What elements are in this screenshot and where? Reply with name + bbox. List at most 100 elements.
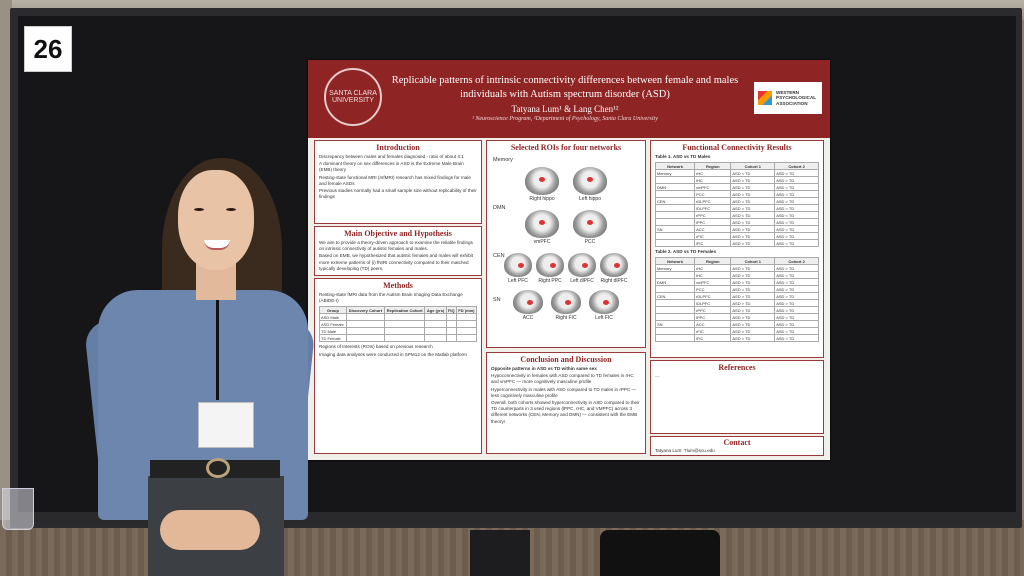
- references-text: —: [651, 374, 823, 380]
- table-cell: ACC: [694, 320, 732, 329]
- table-header: FD (mm): [455, 306, 478, 315]
- brain-image: [536, 253, 564, 277]
- table-header: Network: [654, 257, 696, 266]
- table-cell: PCC: [694, 190, 732, 199]
- table-header: Region: [694, 162, 732, 171]
- brain-image: [573, 167, 607, 195]
- table-cell: ASD > TD: [730, 204, 776, 213]
- brain-image: [525, 167, 559, 195]
- brain-row-memory: Right hippo Left hippo: [493, 167, 639, 202]
- table-cell: ASD > TD: [730, 176, 776, 185]
- roi-group-label: SN: [493, 297, 501, 303]
- table-cell: TD Female: [319, 334, 347, 343]
- table-header: Discovery Cohort: [345, 306, 385, 315]
- results-table-females: Network Region Cohort 1 Cohort 2 Memory rHC AS…: [654, 257, 819, 343]
- roi-group-label: Memory: [493, 157, 513, 163]
- table-header: Replication Cohort: [383, 306, 426, 315]
- roi-label: Left PFC: [508, 278, 528, 284]
- research-poster: SANTA CLARA UNIVERSITY Replicable patter…: [308, 60, 830, 460]
- methods-text: Resting-state fMRI data from the Autism …: [315, 292, 481, 304]
- brain-row-sn: ACC Right FIC Left FIC: [493, 290, 639, 321]
- table-cell: SN: [654, 225, 696, 234]
- brain-image: [568, 253, 596, 277]
- table-cell: ASD > TD: [730, 239, 776, 248]
- table-row: ASD Female: [319, 320, 478, 329]
- conclusion-line: Opposite patterns in ASD vs TD within sa…: [491, 366, 597, 371]
- brain-image: [600, 253, 628, 277]
- wpa-logo: WESTERN PSYCHOLOGICAL ASSOCIATION: [754, 82, 822, 114]
- table-cell: ASD > TD: [730, 278, 776, 287]
- board-rail: [10, 512, 1022, 524]
- table-cell: ASD > TD: [774, 313, 819, 322]
- poster-title: Replicable patterns of intrinsic connect…: [391, 75, 739, 100]
- roi-label: Right FIC: [555, 315, 577, 321]
- introduction-text: Discrepancy between males and females di…: [315, 154, 481, 200]
- table-cell: lFIC: [694, 239, 732, 248]
- university-seal-icon: SANTA CLARA UNIVERSITY: [324, 68, 382, 126]
- table-cell: [654, 190, 696, 199]
- table-cell: lFIC: [694, 334, 732, 343]
- brain-image: [573, 210, 607, 238]
- rois-section: Selected ROIs for four networks Memory D…: [486, 140, 646, 348]
- methods-heading: Methods: [383, 281, 413, 290]
- table-cell: rDLPFC: [694, 197, 732, 206]
- table-cell: ASD > TD: [774, 278, 819, 287]
- table-cell: [654, 334, 696, 343]
- table-cell: ASD > TD: [774, 320, 819, 329]
- table-cell: PCC: [694, 285, 732, 294]
- table-row: DMN vmPFC ASD = TD ASD > TD: [654, 183, 819, 192]
- table-cell: rPPC: [694, 306, 732, 315]
- table-cell: ASD > TD: [774, 271, 819, 280]
- table-cell: [654, 285, 696, 294]
- table-cell: ASD Female: [319, 320, 347, 329]
- results-heading: Functional Connectivity Results: [682, 143, 792, 152]
- table-row: lHC ASD > TD ASD > TD: [654, 176, 819, 185]
- table-row: lDLPFC ASD > TD ASD > TD: [654, 204, 819, 213]
- table-cell: [654, 306, 696, 315]
- table-cell: Memory: [654, 169, 696, 178]
- roi-group-label: CEN: [493, 253, 505, 259]
- table2-title: Table 2. ASD vs TD Females: [655, 249, 717, 255]
- table-row: lHC ASD > TD ASD > TD: [654, 271, 819, 280]
- table-cell: vmPFC: [694, 278, 732, 287]
- table-cell: ASD > TD: [730, 292, 776, 301]
- table-cell: SN: [654, 320, 696, 329]
- table-cell: ASD > TD: [774, 292, 819, 301]
- roi-label: Right hippo: [529, 196, 555, 202]
- table-cell: ASD > TD: [730, 264, 776, 273]
- conclusion-text: Opposite patterns in ASD vs TD within sa…: [487, 366, 645, 425]
- table-cell: ASD > TD: [774, 183, 819, 192]
- table-cell: ASD > TD: [730, 327, 776, 336]
- contact-line: Tatyana Lum: Tlum@scu.edu: [655, 448, 715, 453]
- table-cell: ASD > TD: [730, 232, 776, 241]
- methods-table: Group Discovery Cohort Replication Cohor…: [319, 306, 478, 343]
- table-cell: ASD > TD: [774, 306, 819, 315]
- table-cell: ASD < TD: [730, 169, 776, 178]
- table-cell: ASD > TD: [774, 327, 819, 336]
- rois-heading: Selected ROIs for four networks: [510, 143, 622, 152]
- table-header: Group: [319, 306, 347, 315]
- table-cell: lHC: [694, 176, 732, 185]
- table-row: rFIC ASD > TD ASD > TD: [654, 232, 819, 241]
- table-row: PCC ASD > TD ASD > TD: [654, 285, 819, 294]
- results-section: Functional Connectivity Results Table 1.…: [650, 140, 824, 358]
- table-cell: [654, 313, 696, 322]
- seal-text: SANTA CLARA UNIVERSITY: [329, 90, 377, 104]
- table-cell: ASD > TD: [774, 334, 819, 343]
- table-cell: [654, 239, 696, 248]
- table-row: Memory rHC ASD > TD ASD > TD: [654, 264, 819, 273]
- roi-label: Left FIC: [595, 315, 613, 321]
- roi-brain-images: Right hippo Left hippo vmPFC PCC Left PF…: [493, 163, 639, 325]
- intro-line: A dominant theory on sex differences in …: [319, 161, 464, 173]
- brain-row-dmn: vmPFC PCC: [493, 210, 639, 245]
- intro-line: Resting-state functional MRI (rsfMRI) re…: [319, 174, 471, 186]
- table-row: SN ACC ASD > TD ASD > TD: [654, 320, 819, 329]
- table-row: lPPC ASD > TD ASD > TD: [654, 218, 819, 227]
- table-cell: ASD > TD: [774, 239, 819, 248]
- references-heading: References: [718, 363, 756, 372]
- methods-line: Regions of Interests (ROIs) based on pre…: [319, 344, 433, 350]
- table-header: Cohort 1: [730, 162, 776, 171]
- table-cell: rDLPFC: [694, 292, 732, 301]
- table-row: PCC ASD > TD ASD > TD: [654, 190, 819, 199]
- objective-text: We aim to provide a theory-driven approa…: [315, 240, 481, 272]
